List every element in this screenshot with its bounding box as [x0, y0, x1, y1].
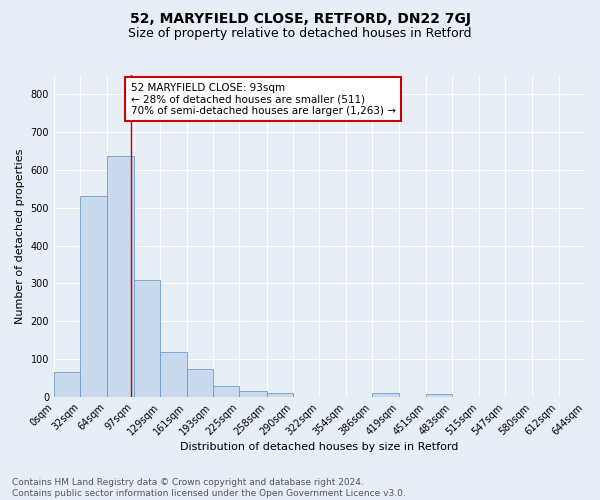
Text: Contains HM Land Registry data © Crown copyright and database right 2024.
Contai: Contains HM Land Registry data © Crown c… — [12, 478, 406, 498]
X-axis label: Distribution of detached houses by size in Retford: Distribution of detached houses by size … — [180, 442, 458, 452]
Bar — [107, 156, 134, 397]
Bar — [239, 392, 266, 397]
Y-axis label: Number of detached properties: Number of detached properties — [15, 148, 25, 324]
Text: Size of property relative to detached houses in Retford: Size of property relative to detached ho… — [128, 28, 472, 40]
Bar — [213, 386, 239, 397]
Bar — [134, 280, 160, 397]
Bar — [160, 352, 187, 397]
Bar — [426, 394, 452, 397]
Bar — [372, 394, 400, 397]
Bar — [80, 196, 107, 397]
Bar — [54, 372, 80, 397]
Bar — [187, 368, 213, 397]
Bar — [266, 394, 293, 397]
Text: 52 MARYFIELD CLOSE: 93sqm
← 28% of detached houses are smaller (511)
70% of semi: 52 MARYFIELD CLOSE: 93sqm ← 28% of detac… — [131, 82, 395, 116]
Text: 52, MARYFIELD CLOSE, RETFORD, DN22 7GJ: 52, MARYFIELD CLOSE, RETFORD, DN22 7GJ — [130, 12, 470, 26]
